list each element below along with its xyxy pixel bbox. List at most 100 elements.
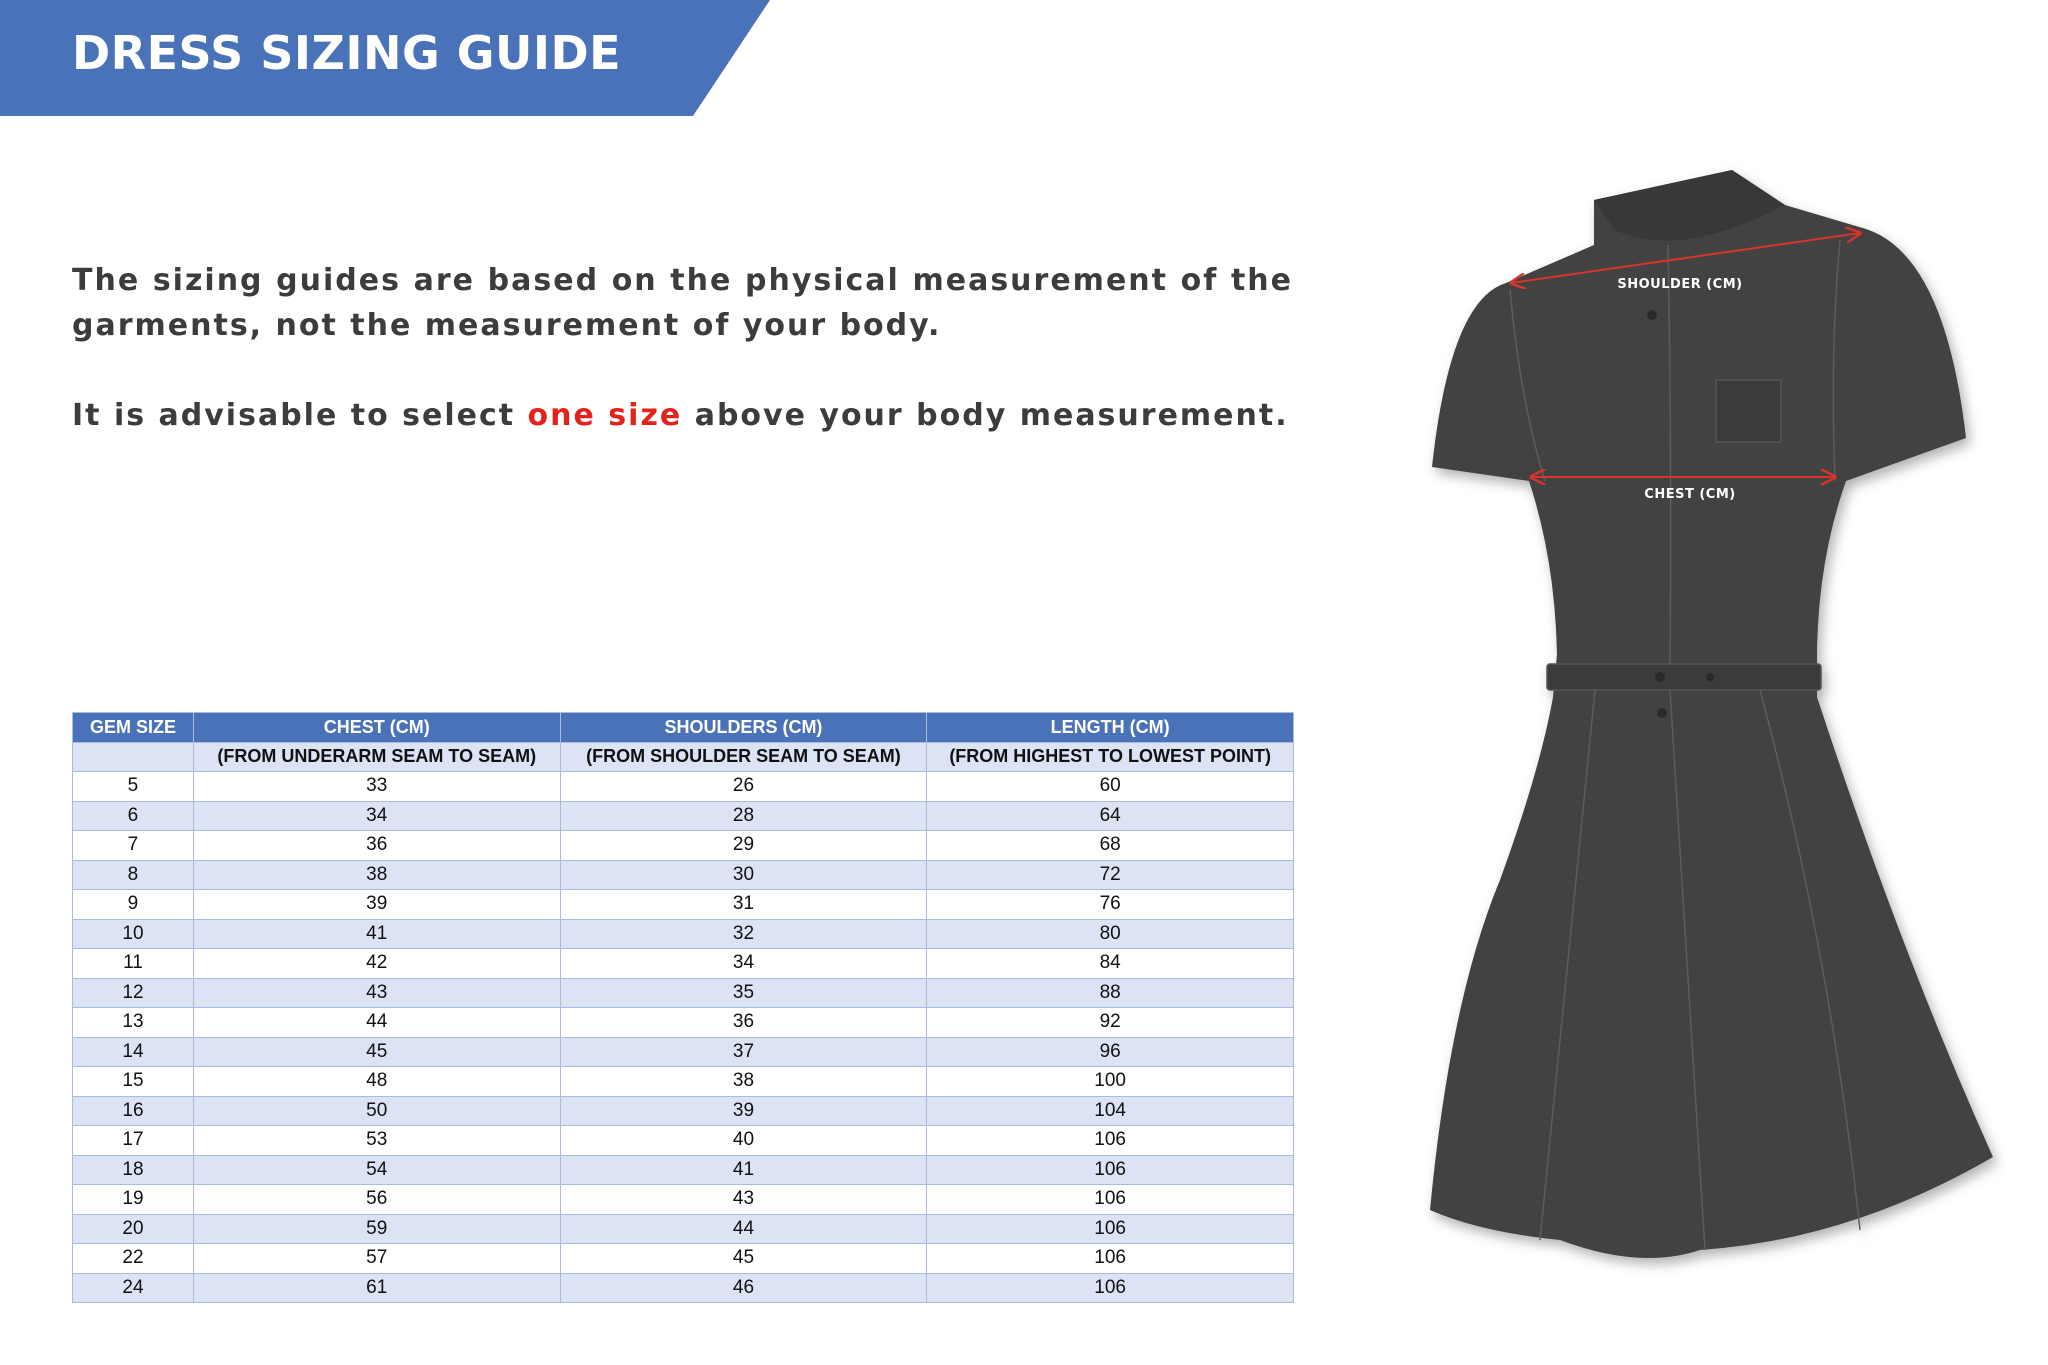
table-cell: 56 (192, 1184, 561, 1215)
table-cell: 68 (926, 830, 1294, 861)
table-cell: 57 (192, 1243, 561, 1274)
table-row: 24 61 46 106 (72, 1272, 1294, 1303)
size-table: GEM SIZE CHEST (CM) SHOULDERS (CM) LENGTH (… (72, 712, 1294, 1303)
title-banner (0, 0, 770, 116)
table-cell: 106 (926, 1272, 1294, 1303)
table-cell: 24 (72, 1272, 194, 1303)
advice-after: above your body measurement. (682, 398, 1289, 433)
table-cell: 48 (192, 1066, 561, 1097)
table-cell: 92 (926, 1007, 1294, 1038)
table-cell: 41 (559, 1154, 928, 1185)
table-row: 10 41 32 80 (72, 918, 1294, 949)
table-cell: 64 (926, 800, 1294, 831)
table-cell: 88 (926, 977, 1294, 1008)
table-cell: 19 (72, 1184, 194, 1215)
table-cell: 15 (72, 1066, 194, 1097)
table-cell: 13 (72, 1007, 194, 1038)
intro-text: The sizing guides are based on the physi… (72, 263, 1293, 343)
table-cell: 106 (926, 1125, 1294, 1156)
advice-text: It is advisable to select one size above… (72, 393, 1293, 438)
table-row: 13 44 36 92 (72, 1007, 1294, 1038)
table-cell: 59 (192, 1213, 561, 1244)
column-subheader: (FROM UNDERARM SEAM TO SEAM) (192, 741, 561, 772)
table-cell: 11 (72, 948, 194, 979)
table-cell: 100 (926, 1066, 1294, 1097)
table-cell: 35 (559, 977, 928, 1008)
chest-label: CHEST (CM) (1644, 487, 1735, 502)
table-cell: 45 (192, 1036, 561, 1067)
table-cell: 31 (559, 889, 928, 920)
table-row: 12 43 35 88 (72, 977, 1294, 1008)
shoulder-label: SHOULDER (CM) (1617, 277, 1742, 292)
table-cell: 18 (72, 1154, 194, 1185)
table-cell: 16 (72, 1095, 194, 1126)
table-row: 15 48 38 100 (72, 1066, 1294, 1097)
table-cell: 46 (559, 1272, 928, 1303)
table-cell: 39 (192, 889, 561, 920)
table-cell: 53 (192, 1125, 561, 1156)
table-cell: 80 (926, 918, 1294, 949)
table-cell: 32 (559, 918, 928, 949)
column-header: CHEST (CM) (192, 712, 561, 743)
table-cell: 72 (926, 859, 1294, 890)
column-subheader: (FROM SHOULDER SEAM TO SEAM) (559, 741, 928, 772)
table-cell: 43 (192, 977, 561, 1008)
page-title: DRESS SIZING GUIDE (72, 26, 622, 80)
table-cell: 104 (926, 1095, 1294, 1126)
table-cell: 30 (559, 859, 928, 890)
table-row: 9 39 31 76 (72, 889, 1294, 920)
table-cell: 106 (926, 1213, 1294, 1244)
table-cell: 14 (72, 1036, 194, 1067)
shoulder-measure-arrow (1511, 233, 1860, 283)
table-cell: 29 (559, 830, 928, 861)
table-cell: 50 (192, 1095, 561, 1126)
table-cell: 34 (559, 948, 928, 979)
subheader-row: (FROM UNDERARM SEAM TO SEAM) (FROM SHOULD… (72, 741, 1294, 772)
table-cell: 43 (559, 1184, 928, 1215)
table-cell: 39 (559, 1095, 928, 1126)
table-row: 22 57 45 106 (72, 1243, 1294, 1274)
table-row: 20 59 44 106 (72, 1213, 1294, 1244)
table-row: 18 54 41 106 (72, 1154, 1294, 1185)
column-subheader: (FROM HIGHEST TO LOWEST POINT) (926, 741, 1294, 772)
table-cell: 28 (559, 800, 928, 831)
table-cell: 76 (926, 889, 1294, 920)
table-row: 11 42 34 84 (72, 948, 1294, 979)
table-row: 16 50 39 104 (72, 1095, 1294, 1126)
column-subheader (72, 741, 194, 772)
table-cell: 40 (559, 1125, 928, 1156)
table-row: 19 56 43 106 (72, 1184, 1294, 1215)
table-row: 14 45 37 96 (72, 1036, 1294, 1067)
column-header: SHOULDERS (CM) (559, 712, 928, 743)
advice-highlight: one size (527, 398, 683, 433)
table-cell: 8 (72, 859, 194, 890)
table-cell: 12 (72, 977, 194, 1008)
dress-body (1430, 170, 1993, 1258)
table-cell: 6 (72, 800, 194, 831)
table-cell: 54 (192, 1154, 561, 1185)
table-cell: 38 (192, 859, 561, 890)
table-cell: 17 (72, 1125, 194, 1156)
table-cell: 106 (926, 1154, 1294, 1185)
table-cell: 106 (926, 1243, 1294, 1274)
table-cell: 106 (926, 1184, 1294, 1215)
table-cell: 37 (559, 1036, 928, 1067)
table-cell: 96 (926, 1036, 1294, 1067)
table-cell: 84 (926, 948, 1294, 979)
table-cell: 41 (192, 918, 561, 949)
table-row: 17 53 40 106 (72, 1125, 1294, 1156)
column-header: GEM SIZE (72, 712, 194, 743)
table-cell: 38 (559, 1066, 928, 1097)
advice-before: It is advisable to select (72, 398, 528, 433)
table-cell: 44 (559, 1213, 928, 1244)
table-row: 8 38 30 72 (72, 859, 1294, 890)
table-cell: 44 (192, 1007, 561, 1038)
table-cell: 5 (72, 771, 194, 802)
table-cell: 26 (559, 771, 928, 802)
table-cell: 20 (72, 1213, 194, 1244)
table-cell: 33 (192, 771, 561, 802)
header-row: GEM SIZE CHEST (CM) SHOULDERS (CM) LENGTH (… (72, 712, 1294, 743)
table-cell: 61 (192, 1272, 561, 1303)
table-cell: 45 (559, 1243, 928, 1274)
